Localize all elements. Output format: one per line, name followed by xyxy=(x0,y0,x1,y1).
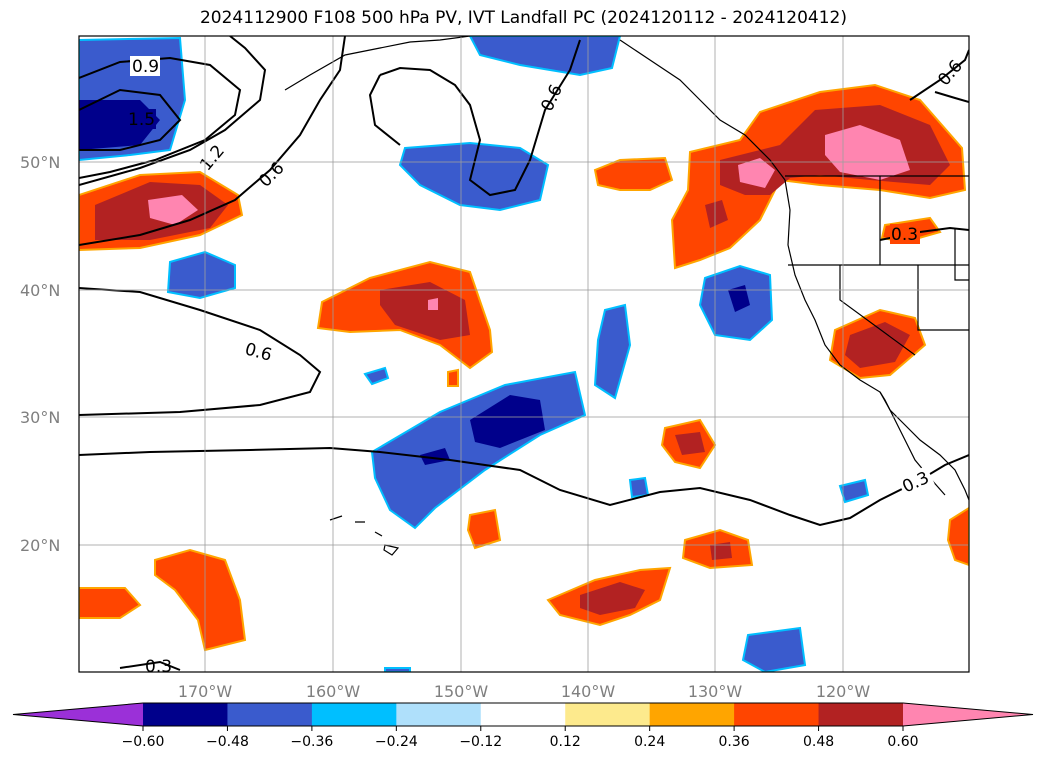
map-frame xyxy=(78,35,970,673)
colorbar: −0.60 −0.48 −0.36 −0.24 −0.12 0.12 0.24 0.36 0.4… xyxy=(12,702,1034,750)
colorbar-tick-label: −0.36 xyxy=(290,734,333,750)
alaska-coastline xyxy=(284,36,471,91)
colorbar-segment xyxy=(227,703,313,726)
orange-region xyxy=(946,506,969,567)
lat-label: 40°N xyxy=(20,281,60,300)
map-title: 2024112900 F108 500 hPa PV, IVT Landfall… xyxy=(199,8,847,28)
longitude-labels: 170°W 160°W 150°W 140°W 130°W 120°W xyxy=(178,682,871,701)
contour-line xyxy=(79,88,182,151)
contour-label: 0.6 xyxy=(537,82,567,115)
colorbar-segment xyxy=(480,703,566,726)
colorbar-tick-label: −0.60 xyxy=(122,734,165,750)
hawaii-islands xyxy=(329,515,400,556)
navy-region xyxy=(728,285,750,312)
colorbar-extend-max xyxy=(903,703,1033,726)
colorbar-tick-label: 0.36 xyxy=(719,734,750,750)
contour-label: 0.3 xyxy=(145,657,172,677)
contour-label: 1.2 xyxy=(196,141,229,175)
colorbar-segment xyxy=(396,703,482,726)
lon-label: 150°W xyxy=(434,682,489,701)
map-area: 0.9 1.5 1.2 0.6 0.6 0.6 0.6 0.3 0.3 0.3 xyxy=(79,36,969,677)
contour-line xyxy=(368,74,401,146)
pink-region xyxy=(738,158,775,188)
blue-region xyxy=(741,626,807,672)
contour-label: 0.9 xyxy=(132,57,159,77)
contour-line xyxy=(79,446,969,527)
colorbar-segment xyxy=(565,703,651,726)
alaska-panhandle-coastline xyxy=(619,39,786,181)
coastlines xyxy=(284,36,969,556)
red-region xyxy=(675,432,705,455)
colorbar-segment xyxy=(143,703,228,726)
blue-region xyxy=(384,667,411,672)
colorbar-segment xyxy=(734,703,820,726)
lat-label: 20°N xyxy=(20,536,60,555)
orange-region xyxy=(79,587,142,619)
blue-region xyxy=(398,141,550,212)
navy-region xyxy=(420,448,450,465)
red-region xyxy=(845,322,910,368)
colorbar-segment xyxy=(818,703,904,726)
colorbar-tick-label: −0.48 xyxy=(206,734,249,750)
orange-region xyxy=(593,156,674,191)
pink-region xyxy=(148,195,198,225)
contour-line xyxy=(379,39,581,197)
lat-label: 50°N xyxy=(20,153,60,172)
orange-region xyxy=(466,508,502,550)
colorbar-tick-label: 0.48 xyxy=(803,734,834,750)
lon-label: 170°W xyxy=(178,682,233,701)
contour-line xyxy=(79,287,322,416)
lon-label: 120°W xyxy=(816,682,871,701)
pink-region xyxy=(428,298,438,310)
colorbar-tick-label: 0.60 xyxy=(887,734,918,750)
colorbar-extend-min xyxy=(13,703,143,726)
blue-region xyxy=(628,476,650,499)
contour-label: 0.6 xyxy=(255,158,288,191)
contour-label: 0.6 xyxy=(243,339,274,365)
blue-region xyxy=(363,366,390,386)
lon-label: 130°W xyxy=(688,682,743,701)
contour-line xyxy=(934,91,969,103)
contour-line xyxy=(909,49,969,101)
blue-region xyxy=(838,478,870,504)
gridlines xyxy=(79,36,969,672)
state-borders xyxy=(788,176,969,356)
lat-label: 30°N xyxy=(20,408,60,427)
colorbar-tick-label: 0.12 xyxy=(550,734,581,750)
lon-label: 140°W xyxy=(561,682,616,701)
pink-region xyxy=(825,125,910,180)
orange-region xyxy=(447,368,459,387)
contour-line xyxy=(79,36,267,186)
contour-label: 0.3 xyxy=(891,225,918,245)
pv-contours xyxy=(79,36,969,671)
orange-region xyxy=(154,548,247,652)
red-region xyxy=(705,200,728,228)
blue-region xyxy=(370,370,587,530)
red-region xyxy=(380,282,470,340)
contour-line xyxy=(119,660,181,671)
colorbar-tick-label: −0.12 xyxy=(459,734,502,750)
blue-region xyxy=(468,36,622,77)
red-region xyxy=(580,582,645,615)
colorbar-segment xyxy=(649,703,735,726)
colorbar-segment xyxy=(311,703,397,726)
latitude-labels: 50°N 40°N 30°N 20°N xyxy=(20,153,60,555)
colorbar-tick-label: 0.24 xyxy=(634,734,665,750)
contour-label: 1.5 xyxy=(128,110,155,130)
blue-region xyxy=(593,303,632,400)
lon-label: 160°W xyxy=(306,682,361,701)
blue-region xyxy=(166,250,236,300)
colorbar-tick-label: −0.24 xyxy=(375,734,418,750)
navy-region xyxy=(470,395,545,448)
